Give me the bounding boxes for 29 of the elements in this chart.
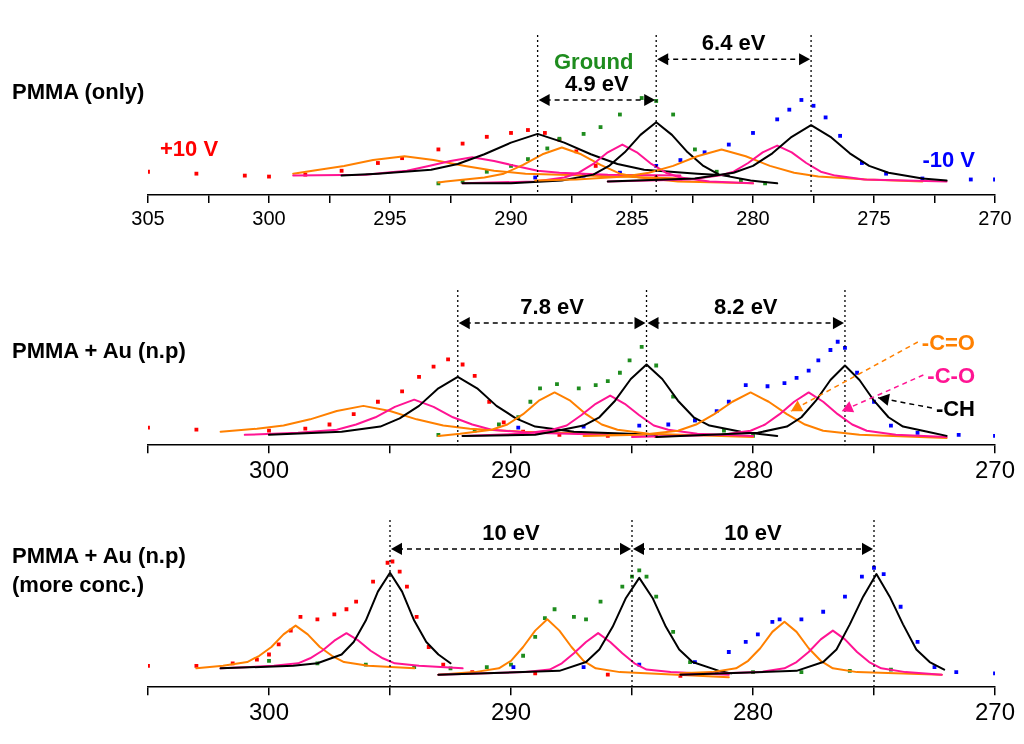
x-tick-label: 280 xyxy=(732,456,774,484)
series-label: -10 V xyxy=(922,147,976,173)
x-tick-label: 285 xyxy=(615,206,649,229)
text: -C-O xyxy=(927,363,975,388)
text: 6.4 eV xyxy=(701,30,766,56)
text: 10 eV xyxy=(724,519,783,545)
series-label: +10 V xyxy=(160,135,219,161)
x-tick-label: 270 xyxy=(978,206,1012,229)
x-tick-label: 295 xyxy=(373,206,407,229)
text: 10 eV xyxy=(482,519,541,545)
legend-label: -CH xyxy=(935,396,975,421)
chart-title: PMMA + Au (n.p) (more conc.) xyxy=(12,542,186,599)
chart-title: PMMA + Au (n.p) xyxy=(12,337,186,365)
x-tick-label: 275 xyxy=(857,206,891,229)
x-tick-label: 290 xyxy=(490,698,532,726)
x-tick-label: 305 xyxy=(131,206,165,229)
x-tick-label: 270 xyxy=(974,698,1016,726)
x-tick-label: 280 xyxy=(736,206,770,229)
text: 8.2 eV xyxy=(713,294,778,320)
x-tick-label: 300 xyxy=(252,206,286,229)
x-tick-label: 280 xyxy=(732,698,774,726)
x-tick-label: 300 xyxy=(248,698,290,726)
chart-title: PMMA (only) xyxy=(12,78,145,106)
x-tick-label: 300 xyxy=(248,456,290,484)
x-tick-label: 290 xyxy=(490,456,532,484)
x-tick-label: 290 xyxy=(494,206,528,229)
x-tick-label: 270 xyxy=(974,456,1016,484)
text: 7.8 eV xyxy=(520,294,585,320)
text: -C=O xyxy=(921,330,975,355)
